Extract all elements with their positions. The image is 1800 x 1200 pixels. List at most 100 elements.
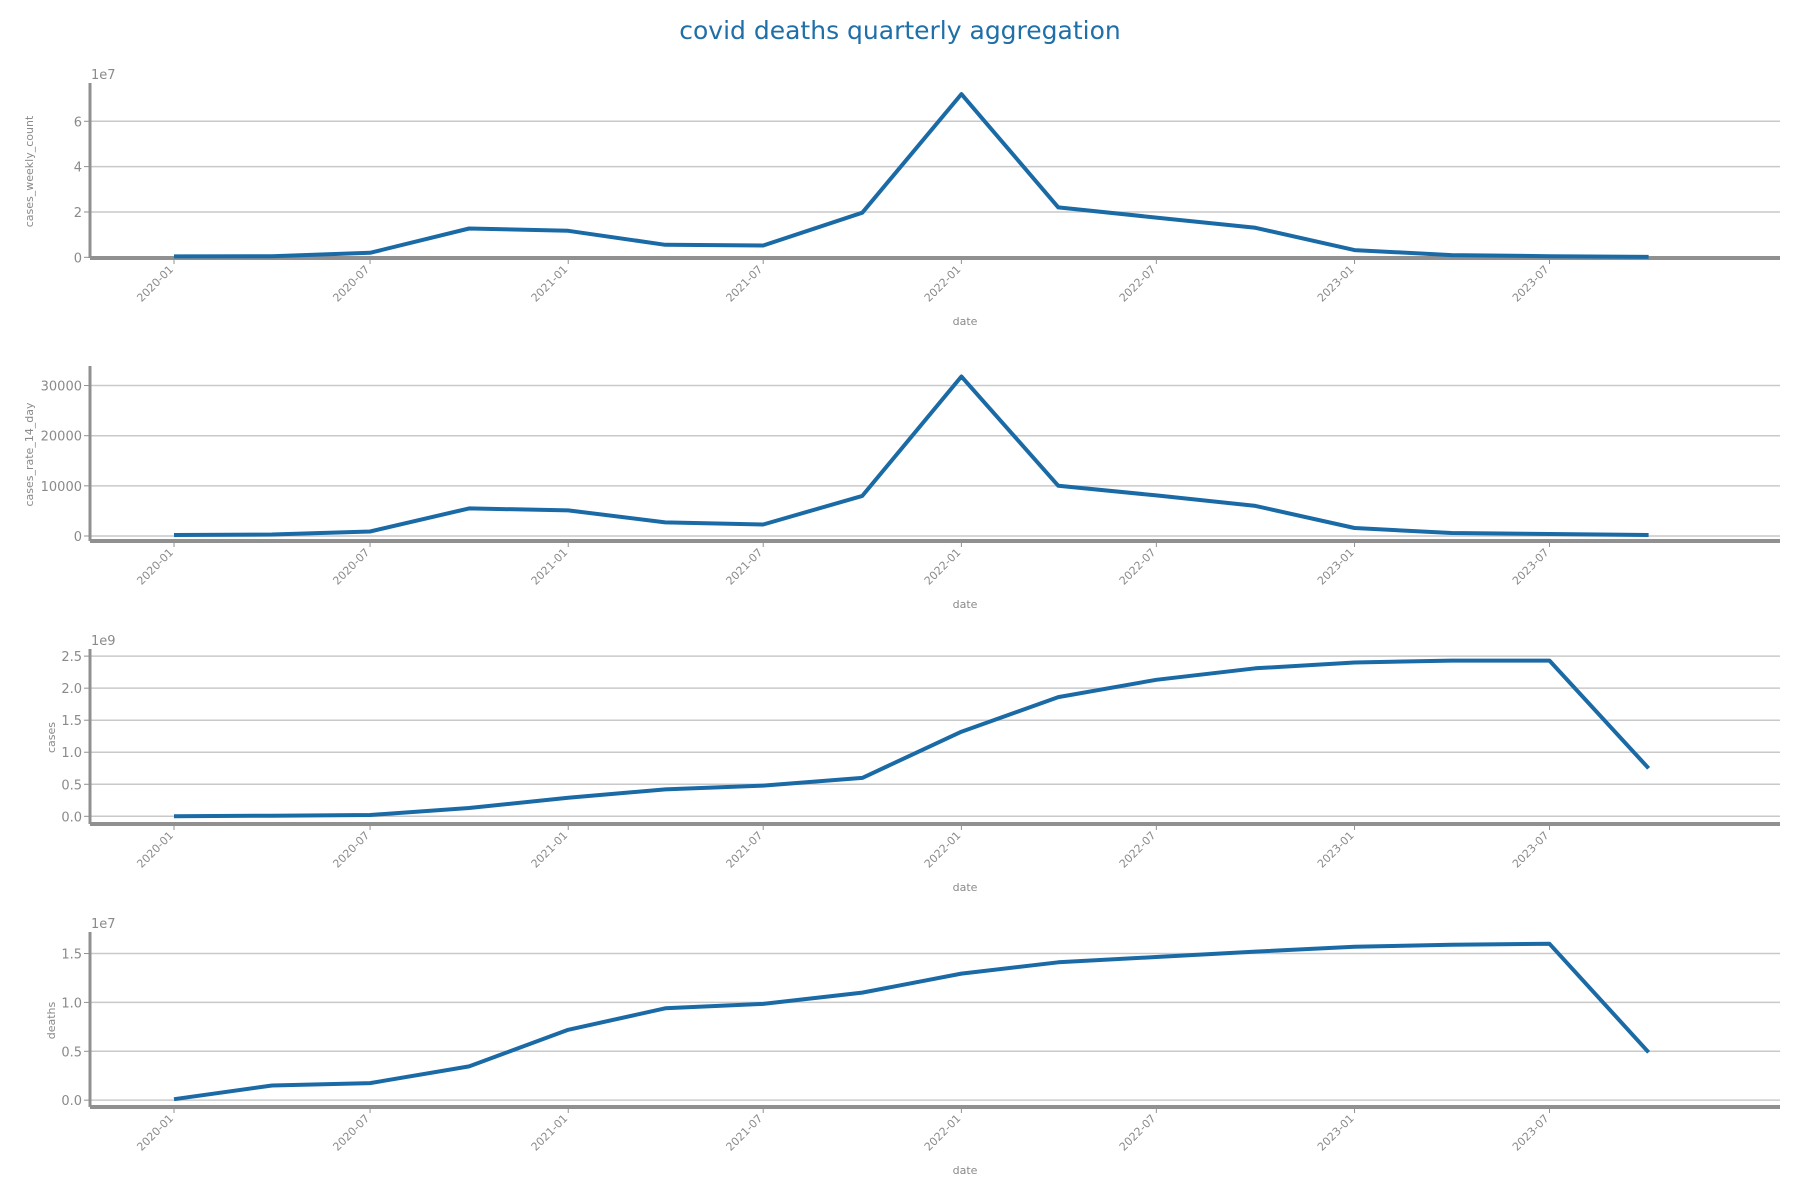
data-point — [959, 972, 963, 976]
y-tick-label: 0 — [74, 530, 82, 545]
data-point — [959, 730, 963, 734]
y-tick-label: 4 — [74, 161, 82, 176]
x-tick-label: 2021-07 — [724, 829, 766, 871]
x-tick-label: 2022-01 — [922, 263, 964, 305]
data-point — [959, 375, 963, 379]
x-tick-label: 2021-07 — [724, 263, 766, 305]
data-point — [860, 494, 864, 498]
data-point — [1253, 504, 1257, 508]
data-point — [1154, 493, 1158, 497]
data-point — [1353, 661, 1357, 665]
data-point — [1547, 532, 1551, 536]
data-point — [467, 1064, 471, 1068]
y-tick-label: 2.5 — [61, 650, 82, 665]
data-point — [368, 813, 372, 817]
x-tick-label: 2022-07 — [1117, 546, 1159, 588]
data-point — [1647, 1050, 1651, 1054]
data-point — [270, 532, 274, 536]
x-tick-label: 2020-01 — [134, 263, 176, 305]
data-point — [1353, 526, 1357, 530]
data-point — [761, 244, 765, 248]
data-point — [566, 508, 570, 512]
data-point — [1449, 531, 1453, 535]
x-tick-label: 2023-01 — [1315, 263, 1357, 305]
x-tick-label: 2022-07 — [1117, 829, 1159, 871]
data-point — [172, 533, 176, 537]
data-point — [467, 806, 471, 810]
data-point — [368, 529, 372, 533]
y-tick-label: 0.0 — [61, 1094, 82, 1109]
series-line — [173, 658, 1651, 819]
data-point — [566, 796, 570, 800]
x-tick-label: 2022-07 — [1117, 263, 1159, 305]
x-tick-label: 2021-07 — [724, 546, 766, 588]
x-tick-label: 2022-01 — [922, 1112, 964, 1154]
data-point — [1353, 945, 1357, 949]
y-exponent-label: 1e7 — [91, 68, 116, 83]
x-tick-label: 2022-01 — [922, 546, 964, 588]
data-point — [860, 991, 864, 995]
data-point — [1647, 766, 1651, 770]
data-point — [172, 1097, 176, 1101]
y-tick-label: 1.0 — [61, 746, 82, 761]
data-point — [860, 776, 864, 780]
data-point — [860, 211, 864, 215]
x-tick-label: 2021-01 — [529, 1112, 571, 1154]
y-tick-label: 0.0 — [61, 810, 82, 825]
data-point — [1647, 533, 1651, 537]
y-tick-label: 2.0 — [61, 682, 82, 697]
data-point — [270, 1083, 274, 1087]
x-tick-label: 2020-07 — [330, 546, 372, 588]
y-exponent-label: 1e9 — [91, 634, 116, 649]
series-line — [173, 941, 1651, 1102]
x-axis-label: date — [953, 881, 978, 894]
data-point — [368, 251, 372, 255]
data-point — [959, 92, 963, 96]
y-tick-label: 1.5 — [61, 714, 82, 729]
data-point — [1547, 254, 1551, 258]
y-tick-label: 0.5 — [61, 1045, 82, 1060]
y-tick-label: 0 — [74, 251, 82, 266]
x-tick-label: 2023-01 — [1315, 546, 1357, 588]
x-tick-label: 2020-01 — [134, 1112, 176, 1154]
data-point — [663, 787, 667, 791]
x-tick-label: 2023-07 — [1510, 829, 1552, 871]
data-point — [663, 243, 667, 247]
y-tick-label: 2 — [74, 206, 82, 221]
x-tick-label: 2020-01 — [134, 829, 176, 871]
x-tick-label: 2023-07 — [1510, 1112, 1552, 1154]
y-tick-label: 6 — [74, 115, 82, 130]
x-tick-label: 2020-07 — [330, 1112, 372, 1154]
y-axis-label: deaths — [45, 1001, 58, 1039]
x-tick-label: 2021-01 — [529, 263, 571, 305]
data-point — [1154, 678, 1158, 682]
figure-title: covid deaths quarterly aggregation — [679, 16, 1121, 45]
data-point — [566, 229, 570, 233]
x-tick-label: 2023-07 — [1510, 546, 1552, 588]
data-point — [761, 1002, 765, 1006]
y-tick-label: 30000 — [41, 380, 82, 395]
series-line — [173, 92, 1649, 259]
data-point — [1056, 960, 1060, 964]
x-tick-label: 2021-01 — [529, 546, 571, 588]
data-point — [1547, 659, 1551, 663]
data-point — [1449, 659, 1453, 663]
x-tick-label: 2023-01 — [1315, 1112, 1357, 1154]
y-axis-label: cases_rate_14_day — [23, 402, 36, 507]
data-point — [1353, 248, 1357, 252]
y-exponent-label: 1e7 — [91, 917, 116, 932]
data-point — [1056, 205, 1060, 209]
y-tick-label: 0.5 — [61, 778, 82, 793]
x-tick-label: 2021-01 — [529, 829, 571, 871]
data-point — [663, 520, 667, 524]
data-point — [1449, 253, 1453, 257]
y-axis-label: cases_weekly_count — [23, 115, 36, 227]
data-point — [1056, 695, 1060, 699]
x-tick-label: 2022-07 — [1117, 1112, 1159, 1154]
data-point — [368, 1081, 372, 1085]
data-point — [467, 227, 471, 231]
data-point — [467, 506, 471, 510]
x-tick-label: 2022-01 — [922, 829, 964, 871]
